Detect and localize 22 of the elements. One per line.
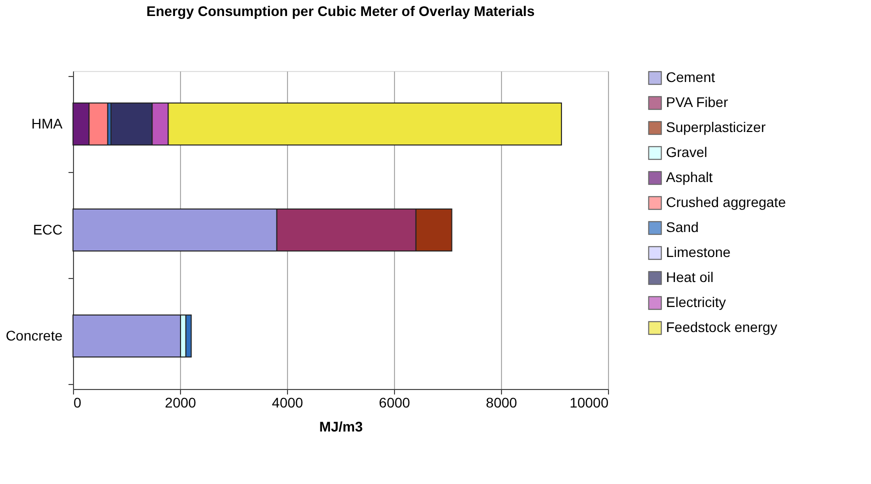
- legend-label: Sand: [666, 219, 699, 235]
- legend-label: Crushed aggregate: [666, 194, 786, 210]
- legend-label: Electricity: [666, 294, 726, 310]
- y-tick-label: Concrete: [6, 328, 63, 344]
- legend-label: Feedstock energy: [666, 319, 778, 335]
- legend-label: Gravel: [666, 144, 708, 160]
- x-tick-label: 0: [74, 394, 82, 410]
- y-tick-label: ECC: [32, 222, 62, 238]
- y-tick-label: HMA: [31, 116, 64, 132]
- legend-label: PVA Fiber: [666, 94, 728, 110]
- x-tick-label: 2000: [164, 394, 196, 410]
- x-tick-label: 10000: [570, 394, 609, 410]
- x-tick-label: 8000: [486, 394, 518, 410]
- x-tick-label: 4000: [272, 394, 304, 410]
- legend-label: Asphalt: [666, 169, 713, 185]
- legend-label: Limestone: [666, 244, 731, 260]
- legend-label: Heat oil: [666, 269, 714, 285]
- legend-label: Superplasticizer: [666, 119, 766, 135]
- legend-label: Cement: [666, 69, 716, 85]
- x-tick-label: 6000: [378, 394, 410, 410]
- chart-title: Energy Consumption per Cubic Meter of Overlay Materials: [146, 3, 535, 19]
- x-axis-title: MJ/m3: [319, 418, 363, 434]
